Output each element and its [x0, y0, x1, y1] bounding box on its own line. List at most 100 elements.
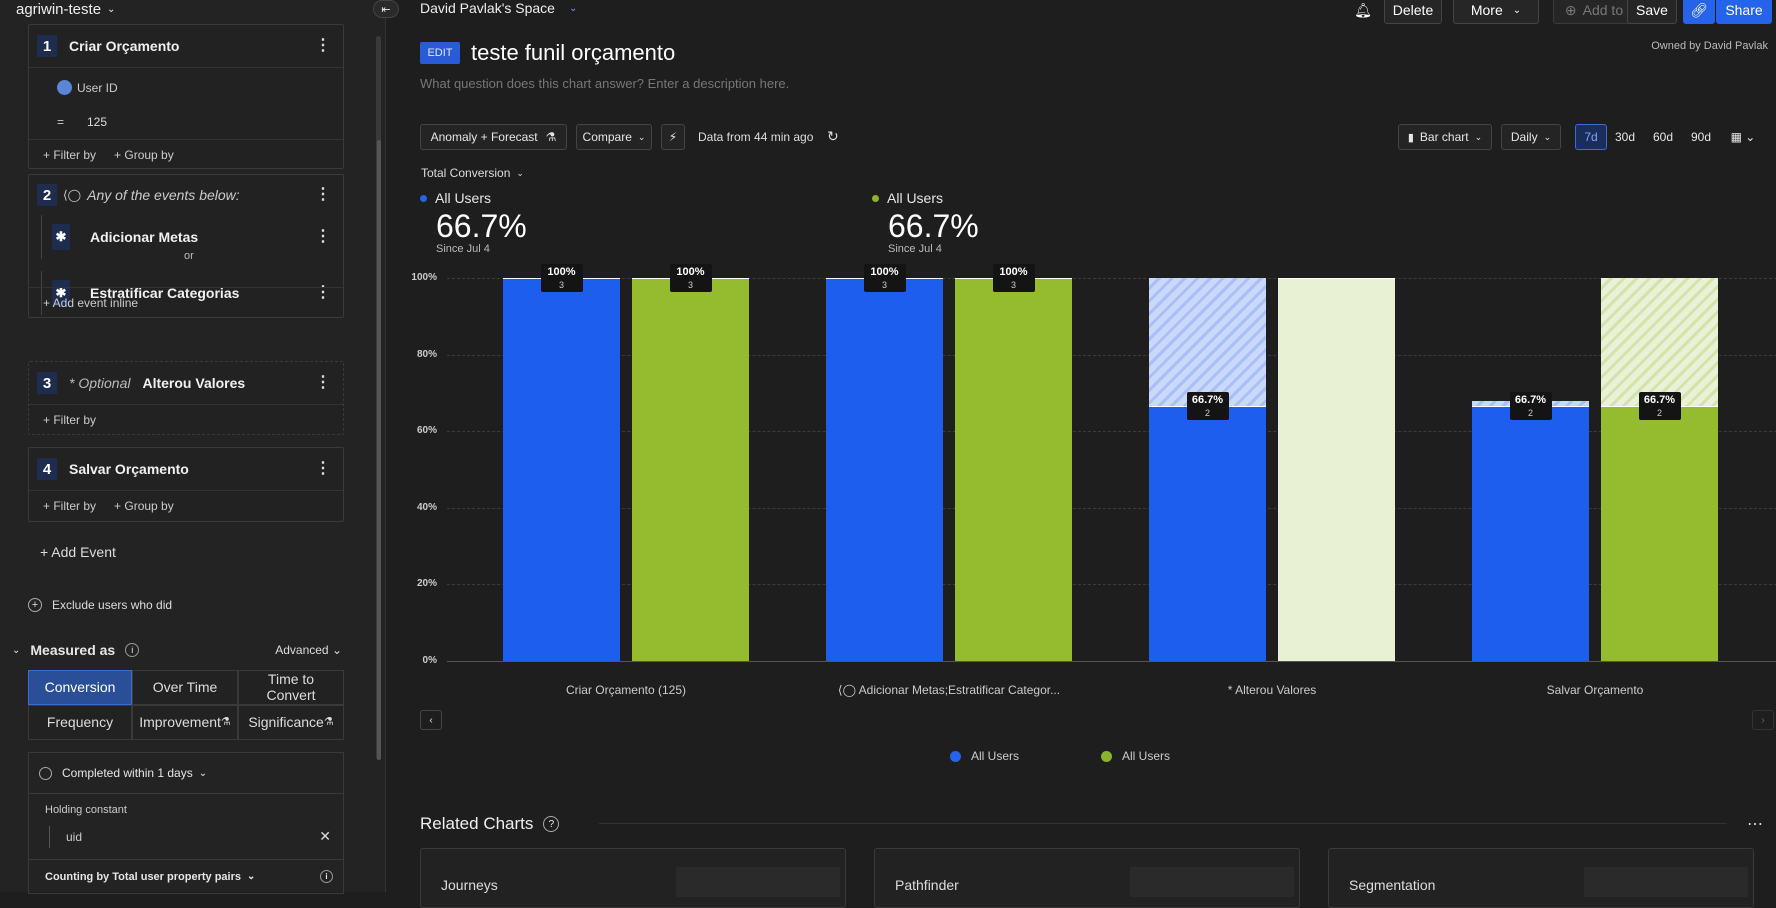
related-card-pathfinder[interactable]: Pathfinder [874, 848, 1300, 908]
data-freshness: Data from 44 min ago [698, 130, 814, 144]
x-axis-label[interactable]: * Alterou Valores [1227, 683, 1317, 697]
help-icon[interactable]: ? [543, 816, 560, 832]
exclude-users-button[interactable]: + Exclude users who did [28, 598, 172, 612]
completed-within-selector[interactable]: Completed within 1 days ⌄ [28, 752, 344, 794]
space-selector[interactable]: David Pavlak's Space ⌄ [420, 0, 577, 16]
step-number: 4 [37, 458, 57, 480]
chevron-down-icon: ⌄ [1512, 4, 1522, 16]
filter-operator[interactable]: = [57, 115, 65, 129]
scroll-left-button[interactable]: ‹ [420, 710, 442, 730]
more-label: More [1470, 2, 1503, 18]
filter-value[interactable]: 125 [87, 115, 108, 129]
legend-item[interactable]: All Users [950, 749, 1019, 763]
card-title: Journeys [441, 877, 498, 893]
interval-selector[interactable]: Daily ⌄ [1501, 124, 1561, 150]
range-30d[interactable]: 30d [1614, 130, 1636, 144]
data-label-percent: 66.7% [1643, 393, 1676, 406]
more-options-icon[interactable]: ⋯ [1747, 816, 1763, 833]
step-event-name[interactable]: Alterou Valores [142, 375, 246, 391]
range-60d[interactable]: 60d [1652, 130, 1674, 144]
scrollbar-thumb[interactable] [377, 140, 381, 760]
metric-selector[interactable]: Total Conversion ⌄ [421, 166, 524, 180]
wand-icon: ⚗ [220, 716, 231, 729]
kebab-menu-icon[interactable]: ⋮ [315, 228, 331, 245]
filter-by-link[interactable]: + Filter by [43, 498, 97, 513]
more-button[interactable]: More ⌄ [1453, 0, 1539, 24]
bar[interactable] [1472, 405, 1589, 661]
bar[interactable] [1149, 405, 1266, 661]
measured-as-header[interactable]: ⌄ Measured as i Advanced ⌄ [12, 642, 342, 658]
related-card-journeys[interactable]: Journeys [420, 848, 846, 908]
x-axis-label[interactable]: Criar Orçamento (125) [565, 683, 687, 697]
close-icon[interactable]: ✕ [319, 828, 331, 844]
kebab-menu-icon[interactable]: ⋮ [315, 284, 331, 301]
data-label: 66.7% 2 [1638, 391, 1681, 420]
bar[interactable] [826, 278, 943, 661]
chart-type-selector[interactable]: ▮ Bar chart ⌄ [1398, 124, 1492, 150]
step-event-name[interactable]: Criar Orçamento [69, 38, 180, 54]
group-by-link[interactable]: + Group by [114, 147, 174, 162]
chart-title[interactable]: teste funil orçamento [471, 40, 676, 65]
related-card-segmentation[interactable]: Segmentation [1328, 848, 1754, 908]
sub-event-name[interactable]: Estratificar Categorias [90, 285, 240, 301]
scroll-right-button[interactable]: › [1752, 710, 1774, 730]
compare-button[interactable]: Compare ⌄ [576, 124, 652, 150]
edit-badge[interactable]: EDIT [420, 42, 460, 64]
holding-constant-value[interactable]: uid [49, 826, 82, 848]
sub-event[interactable]: ✱ Estratificar Categorias ⋮ [41, 271, 343, 315]
range-90d[interactable]: 90d [1690, 130, 1712, 144]
kebab-menu-icon[interactable]: ⋮ [315, 460, 331, 477]
data-label-percent: 100% [676, 266, 705, 278]
kebab-menu-icon[interactable]: ⋮ [315, 186, 331, 203]
filter-property[interactable]: User ID [77, 81, 118, 95]
filter-by-link[interactable]: + Filter by [43, 147, 97, 162]
data-label-percent: 66.7% [1514, 393, 1547, 406]
measure-improvement[interactable]: Improvement ⚗ [132, 705, 238, 740]
counting-by-selector[interactable]: Counting by Total user property pairs ⌄ … [28, 860, 344, 894]
share-button[interactable]: Share [1716, 0, 1772, 24]
step-number: 3 [37, 372, 57, 394]
save-button[interactable]: Save [1627, 0, 1677, 24]
bar[interactable] [955, 278, 1072, 661]
description-input[interactable]: What question does this chart answer? En… [420, 76, 790, 91]
workspace-selector[interactable]: agriwin-teste ⌄ [16, 0, 115, 18]
calendar-icon[interactable]: ▦ ⌄ [1730, 130, 1756, 144]
bar[interactable] [1278, 278, 1395, 661]
measure-conversion[interactable]: Conversion [28, 670, 132, 705]
anomaly-forecast-button[interactable]: Anomaly + Forecast ⚗ [420, 124, 567, 150]
dropoff-bar[interactable] [1149, 278, 1266, 406]
bar[interactable] [632, 278, 749, 661]
link-icon[interactable]: 🔗︎ [1683, 0, 1715, 24]
filter-by-link[interactable]: + Filter by [43, 412, 97, 427]
advanced-dropdown[interactable]: Advanced ⌄ [275, 643, 342, 657]
x-axis-label[interactable]: ⟨◯ Adicionar Metas;Estratificar Categor.… [837, 683, 1061, 697]
legend-item[interactable]: All Users [1101, 749, 1170, 763]
legend-dot [950, 750, 961, 762]
measure-time-to-convert[interactable]: Time to Convert [238, 670, 344, 705]
refresh-icon[interactable]: ↻ [827, 128, 839, 144]
measure-frequency[interactable]: Frequency [28, 705, 132, 740]
gridline [447, 354, 1776, 356]
sub-event-name[interactable]: Adicionar Metas [90, 229, 199, 245]
delete-button[interactable]: Delete [1384, 0, 1442, 24]
range-7d[interactable]: 7d [1575, 124, 1607, 150]
x-axis-label[interactable]: Salvar Orçamento [1546, 683, 1644, 697]
dropoff-bar[interactable] [1601, 278, 1718, 406]
measure-significance[interactable]: Significance ⚗ [238, 705, 344, 740]
kebab-menu-icon[interactable]: ⋮ [315, 37, 331, 54]
sub-event[interactable]: ✱ Adicionar Metas ⋮ [41, 215, 343, 259]
step-event-name[interactable]: Salvar Orçamento [69, 461, 189, 477]
bell-icon[interactable]: 🔔︎ [1354, 1, 1372, 18]
add-event-button[interactable]: + Add Event [40, 544, 116, 560]
group-by-link[interactable]: + Group by [114, 498, 174, 513]
bar[interactable] [503, 278, 620, 661]
measure-over-time[interactable]: Over Time [132, 670, 238, 705]
collapse-sidebar-icon[interactable]: ⇤ [373, 0, 399, 18]
add-to-button[interactable]: ⊕ Add to [1553, 0, 1635, 24]
kebab-menu-icon[interactable]: ⋮ [315, 374, 331, 391]
add-event-inline-link[interactable]: + Add event inline [43, 295, 139, 310]
space-name: David Pavlak's Space [420, 0, 555, 16]
lightning-icon[interactable]: ⚡︎ [661, 124, 685, 150]
data-label-percent: 100% [999, 266, 1028, 278]
bar[interactable] [1601, 405, 1718, 661]
